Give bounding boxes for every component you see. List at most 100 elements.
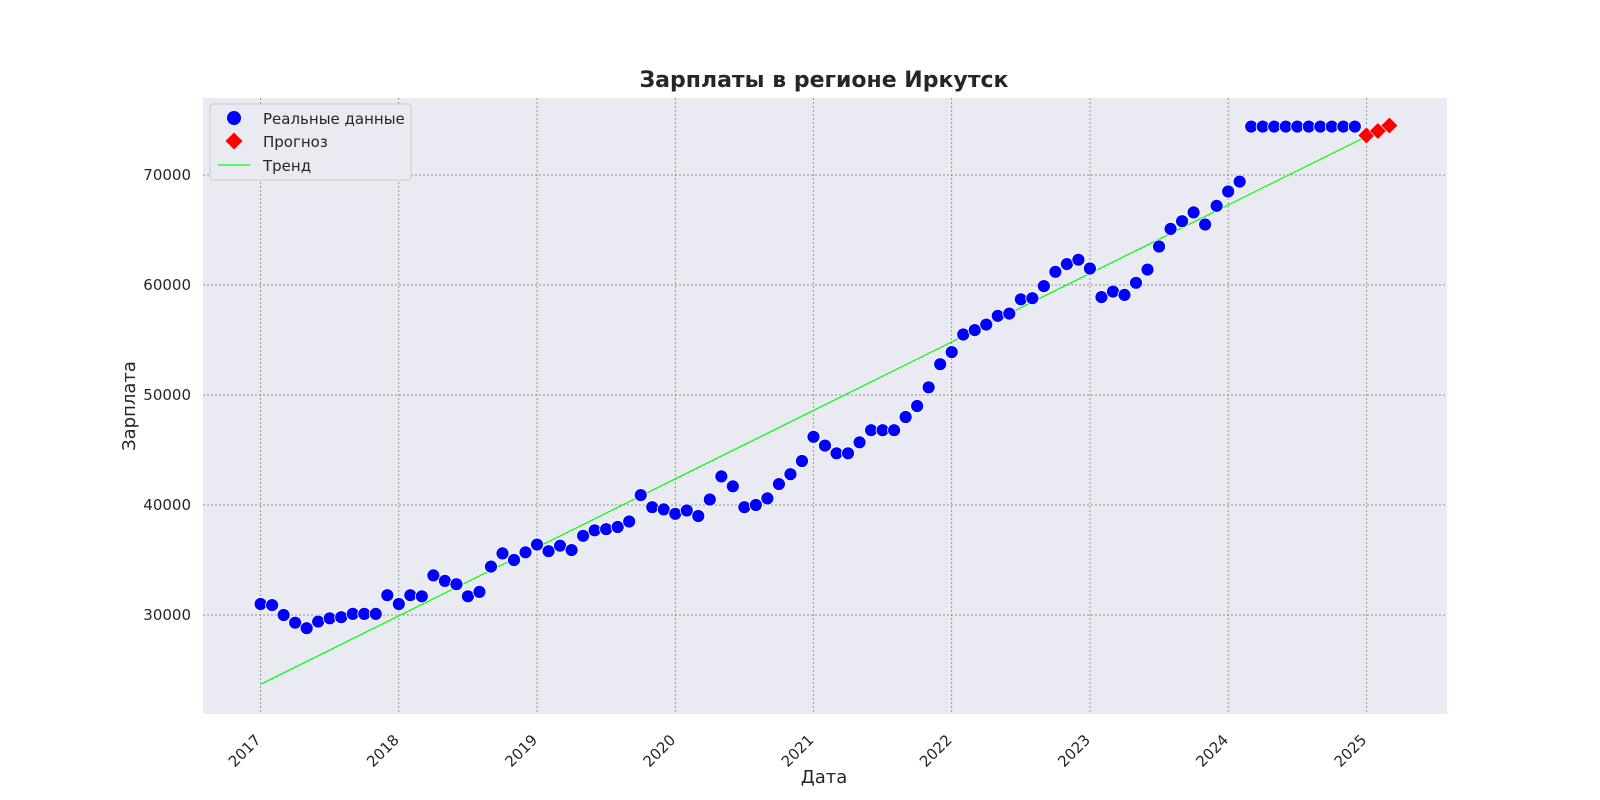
y-tick-label: 50000: [143, 386, 191, 404]
legend-label-actual: Реальные данные: [263, 110, 405, 128]
y-tick-label: 30000: [143, 606, 191, 624]
actual-point: [311, 614, 326, 629]
actual-point: [967, 323, 982, 338]
y-tick-labels: 30000 40000 50000 60000 70000: [143, 166, 191, 624]
x-tick-label: 2023: [1054, 731, 1094, 771]
actual-point: [1221, 184, 1236, 199]
actual-point: [1267, 119, 1282, 134]
actual-point: [334, 610, 349, 625]
y-tick-label: 70000: [143, 166, 191, 184]
plot-area: [203, 98, 1447, 714]
actual-point: [622, 514, 637, 529]
actual-point: [1083, 261, 1097, 276]
actual-point: [714, 469, 729, 484]
actual-point: [1209, 198, 1224, 213]
actual-point: [656, 502, 671, 517]
actual-point: [829, 446, 844, 461]
actual-point: [633, 488, 648, 503]
legend-marker-actual: [227, 111, 241, 125]
actual-point: [576, 528, 591, 543]
actual-point: [679, 503, 694, 518]
forecast-point: [1380, 116, 1399, 135]
actual-point: [1347, 119, 1362, 134]
actual-point: [587, 523, 602, 538]
actual-point: [1036, 279, 1051, 294]
actual-point: [1301, 119, 1316, 134]
actual-point: [645, 500, 660, 515]
actual-point: [875, 423, 890, 438]
x-tick-labels: 2017 2018 2019 2020 2021 2022 2023 2024 2025: [225, 731, 1371, 771]
forecast-layer: [1357, 116, 1399, 145]
y-tick-label: 60000: [143, 276, 191, 294]
actual-point: [691, 509, 706, 523]
actual-point: [795, 454, 809, 468]
actual-point: [1175, 214, 1189, 229]
actual-point: [864, 423, 878, 438]
grid: [203, 98, 1447, 714]
actual-point: [472, 585, 487, 599]
actual-point: [530, 537, 544, 552]
actual-point: [1163, 221, 1178, 236]
legend: Реальные данные Прогноз Тренд: [209, 103, 412, 181]
actual-point: [1152, 239, 1166, 254]
actual-point: [322, 611, 337, 626]
actual-point: [1094, 290, 1109, 305]
legend-label-trend: Тренд: [262, 157, 311, 175]
actual-point: [702, 492, 717, 507]
actual-point: [852, 435, 867, 450]
actual-point: [449, 577, 464, 592]
actual-point: [1048, 264, 1063, 279]
actual-point: [276, 608, 291, 622]
actual-point: [1129, 275, 1143, 290]
actual-point: [1186, 205, 1201, 220]
actual-point: [610, 520, 625, 534]
actual-point: [1255, 119, 1270, 134]
actual-point: [910, 399, 925, 413]
actual-point: [288, 615, 303, 630]
actual-point: [898, 410, 913, 424]
actual-point: [956, 327, 971, 342]
actual-point: [818, 438, 832, 453]
x-tick-label: 2021: [778, 731, 818, 771]
actual-point: [1013, 292, 1028, 307]
actual-point: [668, 506, 683, 521]
actual-point: [1106, 284, 1120, 299]
actual-point: [990, 308, 1005, 323]
actual-point: [760, 491, 775, 506]
actual-point: [783, 467, 798, 482]
x-tick-label: 2018: [363, 731, 403, 771]
legend-marker-forecast: [225, 132, 243, 150]
actual-point: [299, 621, 314, 636]
actual-point: [541, 544, 556, 559]
actual-point: [887, 423, 902, 438]
x-tick-label: 2017: [225, 731, 265, 771]
actual-point: [484, 559, 498, 574]
actual-point: [391, 597, 406, 611]
actual-point: [1336, 119, 1351, 134]
legend-box: [209, 103, 412, 181]
actual-point: [1198, 217, 1213, 232]
actual-point: [1278, 119, 1293, 134]
x-axis-label: Дата: [801, 767, 848, 788]
actual-point: [979, 317, 994, 332]
actual-point: [553, 538, 567, 553]
actual-point: [495, 546, 510, 561]
actual-point: [564, 543, 579, 557]
actual-point: [414, 589, 429, 604]
actual-point: [507, 553, 521, 567]
actual-point: [345, 607, 360, 621]
legend-label-forecast: Прогноз: [263, 133, 328, 151]
actual-point: [1117, 287, 1132, 302]
actual-point: [1002, 306, 1017, 321]
x-tick-label: 2022: [916, 731, 956, 771]
y-tick-label: 40000: [143, 496, 191, 514]
actual-points-layer: [253, 119, 1362, 636]
actual-point: [1025, 291, 1040, 306]
actual-point: [725, 479, 740, 494]
y-axis-label: Зарплата: [119, 361, 140, 451]
x-tick-label: 2020: [640, 731, 680, 771]
actual-point: [426, 568, 441, 583]
actual-point: [921, 380, 936, 395]
actual-point: [933, 357, 948, 372]
actual-point: [1244, 119, 1259, 134]
